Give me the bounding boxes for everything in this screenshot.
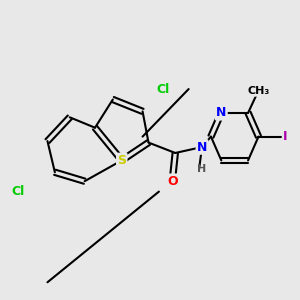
Text: O: O [167,175,178,188]
Text: CH₃: CH₃ [248,85,270,96]
Text: N: N [197,140,207,154]
Text: H: H [197,164,207,174]
Text: Cl: Cl [11,185,24,198]
Text: Cl: Cl [157,82,170,96]
Text: S: S [117,154,126,167]
Text: I: I [283,130,287,143]
Text: N: N [216,106,226,119]
